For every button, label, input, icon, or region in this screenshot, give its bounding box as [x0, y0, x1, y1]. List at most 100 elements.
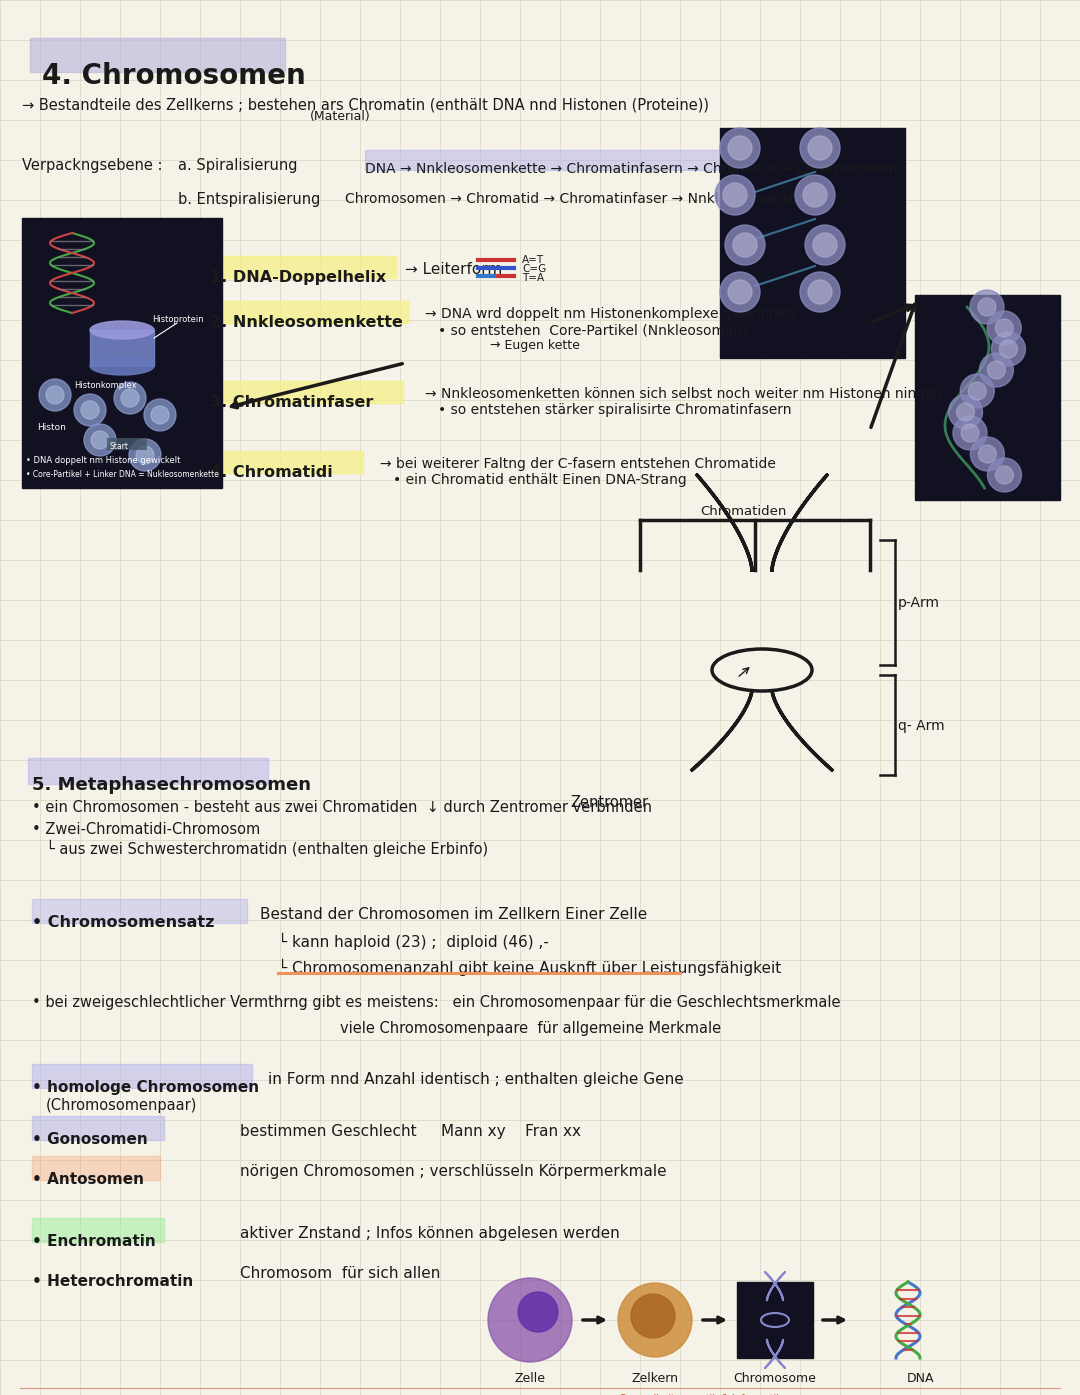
Ellipse shape	[761, 1313, 789, 1327]
Circle shape	[631, 1295, 675, 1338]
Text: nörigen Chromosomen ; verschlüsseln Körpermerkmale: nörigen Chromosomen ; verschlüsseln Körp…	[240, 1163, 666, 1179]
Text: Zentromer: Zentromer	[570, 795, 648, 810]
Text: → bei weiterer Faltng der C-fasern entstehen Chromatide: → bei weiterer Faltng der C-fasern entst…	[380, 458, 775, 472]
Text: bestimmen Geschlecht     Mann xy    Fran xx: bestimmen Geschlecht Mann xy Fran xx	[240, 1124, 581, 1138]
Text: Histon: Histon	[37, 423, 66, 432]
Text: 3. Chromatinfaser: 3. Chromatinfaser	[210, 395, 374, 410]
Text: Histoprotein: Histoprotein	[152, 315, 204, 324]
Circle shape	[953, 416, 987, 451]
Text: C=G: C=G	[522, 264, 546, 273]
Circle shape	[800, 128, 840, 167]
Bar	[22, 218, 222, 488]
Text: (Material): (Material)	[310, 110, 370, 123]
Text: DNA: DNA	[906, 1373, 934, 1385]
Circle shape	[728, 280, 752, 304]
Text: → Leiterform: → Leiterform	[405, 262, 502, 278]
Circle shape	[720, 272, 760, 312]
Ellipse shape	[90, 357, 154, 375]
Circle shape	[805, 225, 845, 265]
Circle shape	[996, 319, 1013, 338]
Circle shape	[960, 374, 995, 407]
Bar	[737, 1282, 813, 1357]
Text: aktiver Znstand ; Infos können abgelesen werden: aktiver Znstand ; Infos können abgelesen…	[240, 1226, 620, 1242]
Bar	[32, 1218, 164, 1242]
Text: • Antosomen: • Antosomen	[32, 1172, 144, 1187]
Text: (Chromosomenpaar): (Chromosomenpaar)	[46, 1098, 198, 1113]
Circle shape	[813, 233, 837, 257]
Circle shape	[518, 1292, 558, 1332]
Text: • Heterochromatin: • Heterochromatin	[32, 1274, 193, 1289]
Text: • Chromosomensatz: • Chromosomensatz	[32, 915, 215, 930]
Bar	[30, 38, 285, 73]
Circle shape	[144, 399, 176, 431]
Circle shape	[957, 403, 974, 421]
Text: └ kann haploid (23) ;  diploid (46) ,-: └ kann haploid (23) ; diploid (46) ,-	[278, 933, 549, 950]
Bar	[107, 438, 147, 451]
Text: Zelkern: Zelkern	[632, 1373, 678, 1385]
Circle shape	[733, 233, 757, 257]
Bar	[208, 301, 408, 324]
Text: 4. Chromatidi: 4. Chromatidi	[210, 465, 333, 480]
Circle shape	[618, 1283, 692, 1357]
Circle shape	[129, 439, 161, 472]
Text: 2. Nnkleosomenkette: 2. Nnkleosomenkette	[210, 315, 403, 331]
Text: 4. Chromosomen: 4. Chromosomen	[42, 61, 306, 91]
Circle shape	[84, 424, 116, 456]
Circle shape	[91, 431, 109, 449]
Circle shape	[987, 311, 1022, 345]
Text: └ aus zwei Schwesterchromatidn (enthalten gleiche Erbinfo): └ aus zwei Schwesterchromatidn (enthalte…	[46, 840, 488, 858]
Text: • Gonosomen: • Gonosomen	[32, 1131, 148, 1147]
Circle shape	[948, 395, 983, 430]
Circle shape	[136, 446, 154, 465]
Text: • Zwei-Chromatidi-Chromosom: • Zwei-Chromatidi-Chromosom	[32, 822, 260, 837]
Circle shape	[728, 135, 752, 160]
Text: DNA → Nnkleosomenkette → Chromatinfasern → Chromatid → Chromosomen: DNA → Nnkleosomenkette → Chromatinfasern…	[365, 162, 897, 176]
Bar	[32, 1116, 164, 1140]
Text: • Enchromatin: • Enchromatin	[32, 1235, 156, 1249]
Bar	[720, 128, 905, 359]
Text: └ Chromosomenanzahl gibt keine Ausknft über Leistungsfähigkeit: └ Chromosomenanzahl gibt keine Ausknft ü…	[278, 958, 781, 976]
Circle shape	[987, 458, 1022, 492]
Text: a. Spiralisierung: a. Spiralisierung	[178, 158, 297, 173]
Text: Bestand der Chromosomen im Zellkern Einer Zelle: Bestand der Chromosomen im Zellkern Eine…	[260, 907, 647, 922]
Text: q- Arm: q- Arm	[897, 718, 945, 732]
Circle shape	[488, 1278, 572, 1362]
Text: Verpackngsebene :: Verpackngsebene :	[22, 158, 162, 173]
Text: • ein Chromatid enthält Einen DNA-Strang: • ein Chromatid enthält Einen DNA-Strang	[393, 473, 687, 487]
Text: Chromatiden: Chromatiden	[700, 505, 786, 518]
Circle shape	[75, 393, 106, 425]
Text: Chromosomen → Chromatid → Chromatinfaser → Nnkleosomenkette: Chromosomen → Chromatid → Chromatinfaser…	[345, 193, 818, 206]
Circle shape	[723, 183, 747, 206]
Circle shape	[978, 299, 996, 317]
Circle shape	[970, 437, 1004, 472]
Bar	[32, 898, 247, 923]
Bar	[90, 331, 154, 365]
Bar	[915, 294, 1059, 499]
Bar	[208, 257, 396, 278]
Text: 1. DNA-Doppelhelix: 1. DNA-Doppelhelix	[210, 271, 387, 285]
Text: • so entstehen stärker spiralisirte Chromatinfasern: • so entstehen stärker spiralisirte Chro…	[438, 403, 792, 417]
Text: in Form nnd Anzahl identisch ; enthalten gleiche Gene: in Form nnd Anzahl identisch ; enthalten…	[268, 1071, 684, 1087]
Text: • DNA doppelt nm Histone gewickelt: • DNA doppelt nm Histone gewickelt	[26, 456, 180, 465]
Circle shape	[114, 382, 146, 414]
Circle shape	[996, 466, 1013, 484]
Circle shape	[800, 272, 840, 312]
Text: • ein Chromosomen - besteht aus zwei Chromatiden  ↓ durch Zentromer verbnnden: • ein Chromosomen - besteht aus zwei Chr…	[32, 799, 652, 815]
Circle shape	[804, 183, 827, 206]
Circle shape	[969, 382, 986, 400]
Text: → DNA wrd doppelt nm Histonenkomplexe gewnnden: → DNA wrd doppelt nm Histonenkomplexe ge…	[426, 307, 795, 321]
Circle shape	[151, 406, 168, 424]
Text: → Eugen kette: → Eugen kette	[490, 339, 580, 352]
Text: A=T: A=T	[522, 255, 544, 265]
Text: b. Entspiralisierung: b. Entspiralisierung	[178, 193, 321, 206]
Text: Chromosom  für sich allen: Chromosom für sich allen	[240, 1267, 441, 1281]
Circle shape	[808, 135, 832, 160]
Text: Zelle: Zelle	[514, 1373, 545, 1385]
Text: viele Chromosomenpaare  für allgemeine Merkmale: viele Chromosomenpaare für allgemeine Me…	[340, 1021, 721, 1036]
Circle shape	[725, 225, 765, 265]
Circle shape	[980, 353, 1013, 386]
Text: • homologe Chromosomen: • homologe Chromosomen	[32, 1080, 259, 1095]
Bar	[208, 451, 363, 473]
Text: → Nnkleosomenketten können sich selbst noch weiter nm Histonen ninden: → Nnkleosomenketten können sich selbst n…	[426, 386, 943, 400]
Circle shape	[970, 290, 1004, 324]
